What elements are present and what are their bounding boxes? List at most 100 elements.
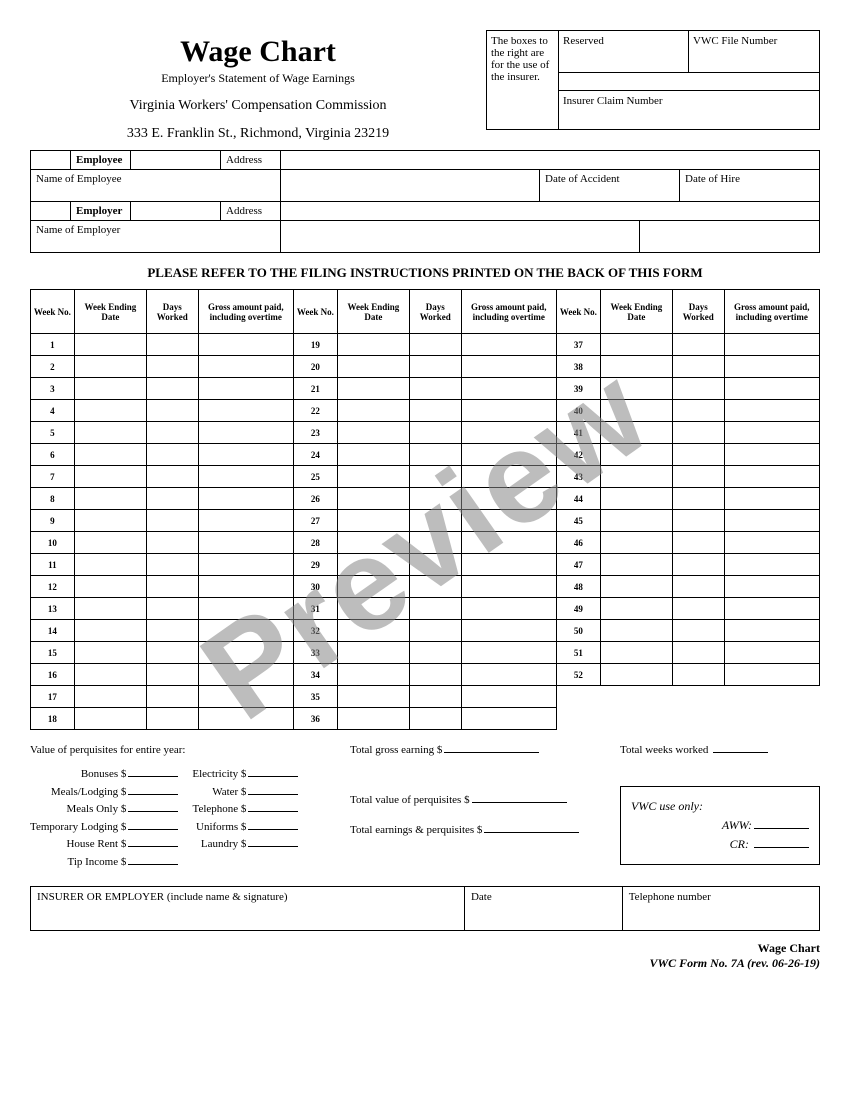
week-ending-cell[interactable] <box>337 686 409 708</box>
gross-cell[interactable] <box>198 576 293 598</box>
week-ending-cell[interactable] <box>74 664 146 686</box>
week-ending-cell[interactable] <box>600 334 672 356</box>
days-worked-cell[interactable] <box>147 466 199 488</box>
days-worked-cell[interactable] <box>672 620 724 642</box>
week-ending-cell[interactable] <box>74 532 146 554</box>
days-worked-cell[interactable] <box>409 510 461 532</box>
week-ending-cell[interactable] <box>337 576 409 598</box>
days-worked-cell[interactable] <box>147 686 199 708</box>
days-worked-cell[interactable] <box>672 466 724 488</box>
gross-cell[interactable] <box>724 554 819 576</box>
days-worked-cell[interactable] <box>147 422 199 444</box>
week-ending-cell[interactable] <box>600 642 672 664</box>
gross-cell[interactable] <box>724 510 819 532</box>
days-worked-cell[interactable] <box>409 642 461 664</box>
gross-cell[interactable] <box>724 664 819 686</box>
days-worked-cell[interactable] <box>147 356 199 378</box>
gross-cell[interactable] <box>724 334 819 356</box>
days-worked-cell[interactable] <box>672 444 724 466</box>
gross-cell[interactable] <box>724 620 819 642</box>
days-worked-cell[interactable] <box>147 378 199 400</box>
days-worked-cell[interactable] <box>147 576 199 598</box>
days-worked-cell[interactable] <box>409 422 461 444</box>
days-worked-cell[interactable] <box>409 356 461 378</box>
week-ending-cell[interactable] <box>600 576 672 598</box>
days-worked-cell[interactable] <box>409 620 461 642</box>
gross-cell[interactable] <box>461 444 556 466</box>
gross-cell[interactable] <box>198 466 293 488</box>
gross-cell[interactable] <box>461 554 556 576</box>
week-ending-cell[interactable] <box>337 598 409 620</box>
days-worked-cell[interactable] <box>147 664 199 686</box>
gross-cell[interactable] <box>724 576 819 598</box>
days-worked-cell[interactable] <box>147 532 199 554</box>
gross-cell[interactable] <box>461 488 556 510</box>
days-worked-cell[interactable] <box>672 664 724 686</box>
week-ending-cell[interactable] <box>600 554 672 576</box>
gross-cell[interactable] <box>461 642 556 664</box>
week-ending-cell[interactable] <box>600 400 672 422</box>
week-ending-cell[interactable] <box>337 422 409 444</box>
week-ending-cell[interactable] <box>74 466 146 488</box>
week-ending-cell[interactable] <box>337 642 409 664</box>
days-worked-cell[interactable] <box>147 400 199 422</box>
days-worked-cell[interactable] <box>409 686 461 708</box>
days-worked-cell[interactable] <box>147 708 199 730</box>
days-worked-cell[interactable] <box>409 532 461 554</box>
week-ending-cell[interactable] <box>74 334 146 356</box>
days-worked-cell[interactable] <box>409 466 461 488</box>
days-worked-cell[interactable] <box>672 532 724 554</box>
gross-cell[interactable] <box>198 620 293 642</box>
week-ending-cell[interactable] <box>337 356 409 378</box>
days-worked-cell[interactable] <box>672 422 724 444</box>
week-ending-cell[interactable] <box>337 510 409 532</box>
days-worked-cell[interactable] <box>672 554 724 576</box>
days-worked-cell[interactable] <box>147 620 199 642</box>
week-ending-cell[interactable] <box>337 532 409 554</box>
days-worked-cell[interactable] <box>147 334 199 356</box>
days-worked-cell[interactable] <box>672 356 724 378</box>
gross-cell[interactable] <box>198 708 293 730</box>
week-ending-cell[interactable] <box>74 444 146 466</box>
days-worked-cell[interactable] <box>672 488 724 510</box>
days-worked-cell[interactable] <box>147 598 199 620</box>
gross-cell[interactable] <box>198 378 293 400</box>
week-ending-cell[interactable] <box>337 444 409 466</box>
week-ending-cell[interactable] <box>74 598 146 620</box>
week-ending-cell[interactable] <box>600 532 672 554</box>
days-worked-cell[interactable] <box>409 488 461 510</box>
gross-cell[interactable] <box>461 356 556 378</box>
week-ending-cell[interactable] <box>74 400 146 422</box>
week-ending-cell[interactable] <box>337 400 409 422</box>
days-worked-cell[interactable] <box>147 510 199 532</box>
gross-cell[interactable] <box>724 488 819 510</box>
week-ending-cell[interactable] <box>337 620 409 642</box>
week-ending-cell[interactable] <box>74 554 146 576</box>
gross-cell[interactable] <box>198 422 293 444</box>
gross-cell[interactable] <box>724 356 819 378</box>
gross-cell[interactable] <box>461 708 556 730</box>
days-worked-cell[interactable] <box>409 444 461 466</box>
week-ending-cell[interactable] <box>74 620 146 642</box>
days-worked-cell[interactable] <box>147 488 199 510</box>
week-ending-cell[interactable] <box>600 466 672 488</box>
gross-cell[interactable] <box>198 400 293 422</box>
days-worked-cell[interactable] <box>409 554 461 576</box>
week-ending-cell[interactable] <box>337 554 409 576</box>
gross-cell[interactable] <box>198 488 293 510</box>
days-worked-cell[interactable] <box>672 576 724 598</box>
week-ending-cell[interactable] <box>600 356 672 378</box>
gross-cell[interactable] <box>461 532 556 554</box>
week-ending-cell[interactable] <box>337 378 409 400</box>
gross-cell[interactable] <box>461 400 556 422</box>
gross-cell[interactable] <box>724 598 819 620</box>
employer-address-field[interactable] <box>281 202 820 221</box>
gross-cell[interactable] <box>461 510 556 532</box>
days-worked-cell[interactable] <box>672 510 724 532</box>
gross-cell[interactable] <box>461 664 556 686</box>
week-ending-cell[interactable] <box>74 642 146 664</box>
days-worked-cell[interactable] <box>147 642 199 664</box>
days-worked-cell[interactable] <box>409 378 461 400</box>
week-ending-cell[interactable] <box>74 378 146 400</box>
week-ending-cell[interactable] <box>337 708 409 730</box>
